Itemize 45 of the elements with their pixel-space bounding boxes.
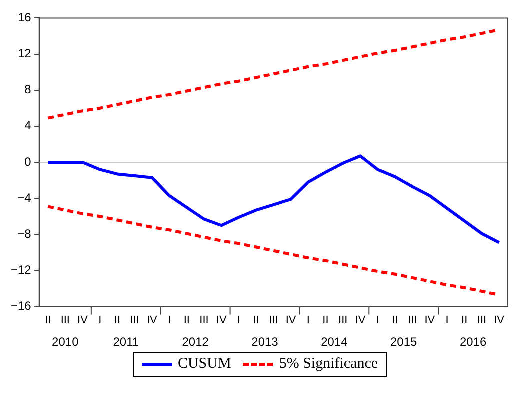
x-tick-label: II: [392, 314, 398, 326]
x-tick-label: III: [60, 314, 70, 326]
x-tick-label: IV: [424, 314, 436, 326]
y-tick-label: 0: [24, 154, 32, 169]
x-tick-label: I: [168, 314, 172, 326]
x-tick-label: IV: [216, 314, 228, 326]
x-tick-label: I: [446, 314, 449, 326]
text: 2010: [52, 335, 80, 350]
x-tick-label: I: [98, 314, 102, 326]
y-tick-label: −8: [18, 226, 32, 241]
x-tick-label: II: [184, 314, 190, 326]
x-tick-label: IV: [286, 314, 297, 326]
x-tick-label: IV: [494, 314, 506, 326]
x-tick-label: III: [408, 314, 418, 326]
text: 2015: [390, 335, 418, 350]
y-tick-label: −4: [18, 190, 32, 205]
x-tick-label: III: [338, 314, 348, 326]
x-tick-label: III: [269, 314, 278, 326]
x-tick-label: IV: [355, 314, 366, 326]
x-tick-label: III: [200, 314, 209, 326]
x-tick-label: I: [376, 314, 380, 326]
y-tick-label: −12: [10, 263, 32, 278]
x-tick-label: III: [477, 314, 487, 326]
y-tick-label: −16: [10, 299, 32, 314]
x-tick-label: II: [114, 314, 121, 326]
x-tick-label: II: [462, 314, 468, 326]
y-tick-label: 8: [24, 82, 32, 97]
legend-label: 5% Significance: [279, 356, 378, 373]
x-tick-label: IV: [78, 314, 89, 326]
y-tick-label: 16: [18, 10, 32, 25]
y-tick-label: 12: [18, 46, 32, 61]
text: 2011: [113, 335, 140, 350]
text: 2014: [321, 335, 348, 350]
x-tick-label: III: [130, 314, 140, 326]
y-tick-label: 4: [24, 118, 32, 133]
text: 2016: [460, 335, 487, 350]
x-tick-label: IV: [146, 314, 158, 326]
x-tick-label: I: [237, 314, 240, 326]
legend-label: CUSUM: [178, 356, 232, 373]
x-tick-label: I: [306, 314, 310, 326]
x-tick-label: II: [322, 314, 329, 326]
x-tick-label: II: [44, 314, 52, 326]
text: 2013: [252, 335, 279, 350]
text: 2012: [182, 335, 210, 350]
x-tick-label: II: [253, 314, 260, 326]
